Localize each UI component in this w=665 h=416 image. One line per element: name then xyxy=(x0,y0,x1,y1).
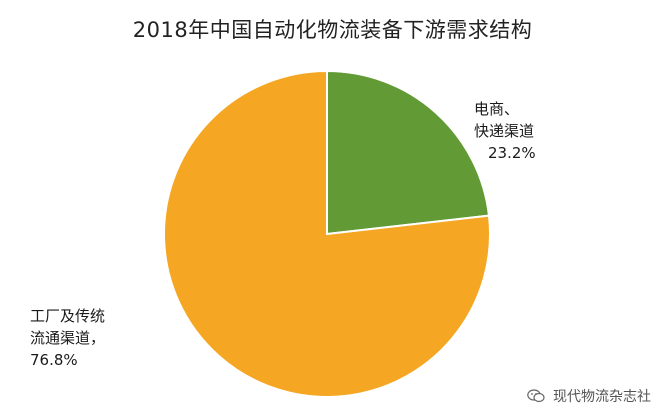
wechat-icon xyxy=(527,389,545,403)
pie-slice-factory xyxy=(163,69,491,398)
slice-label-ecommerce-line1: 电商、 xyxy=(474,100,520,118)
slice-value-ecommerce: 23.2% xyxy=(488,144,536,162)
pie-slice-ecommerce xyxy=(326,69,491,236)
chart-title: 2018年中国自动化物流装备下游需求结构 xyxy=(132,18,533,42)
slice-label-factory: 工厂及传统 流通渠道， 76.8% xyxy=(30,305,105,371)
watermark-text: 现代物流杂志社 xyxy=(553,389,651,405)
slice-label-ecommerce: 电商、 快递渠道 23.2% xyxy=(474,98,536,164)
slice-label-ecommerce-line2: 快递渠道 xyxy=(474,122,535,140)
watermark: 现代物流杂志社 xyxy=(527,386,651,406)
slice-label-factory-line1: 工厂及传统 xyxy=(30,307,106,325)
slice-label-factory-line2: 流通渠道， xyxy=(30,329,106,347)
slice-value-factory: 76.8% xyxy=(30,351,78,369)
